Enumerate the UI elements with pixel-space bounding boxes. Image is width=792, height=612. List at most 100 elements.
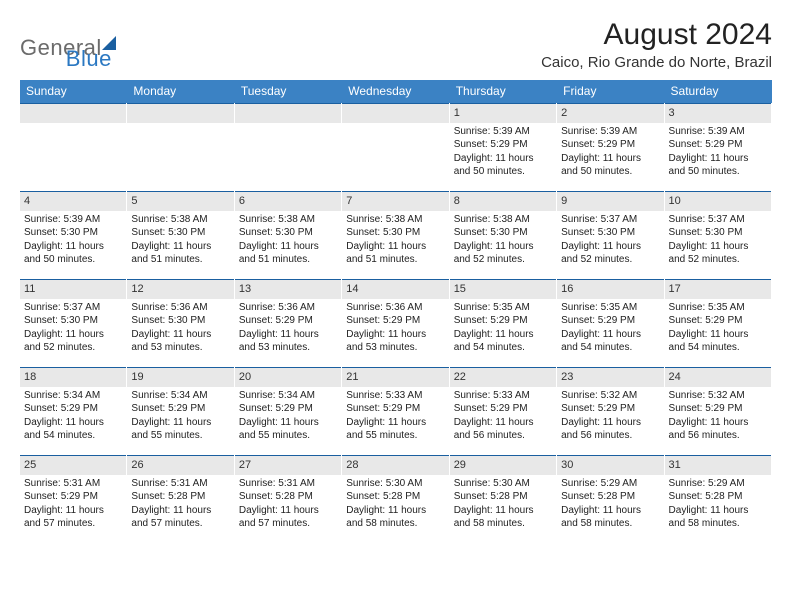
day-cell: 1Sunrise: 5:39 AMSunset: 5:29 PMDaylight… [450, 103, 557, 191]
day-detail-line: Sunrise: 5:33 AM [346, 389, 444, 403]
day-detail-line: Daylight: 11 hours and 58 minutes. [346, 504, 444, 531]
day-cell: 25Sunrise: 5:31 AMSunset: 5:29 PMDayligh… [20, 455, 127, 543]
day-detail-line: Daylight: 11 hours and 56 minutes. [669, 416, 767, 443]
day-detail-line: Daylight: 11 hours and 57 minutes. [24, 504, 122, 531]
day-detail-line: Daylight: 11 hours and 57 minutes. [131, 504, 229, 531]
day-detail-line: Daylight: 11 hours and 50 minutes. [454, 152, 552, 179]
day-number: 29 [450, 455, 556, 475]
day-detail-line: Sunset: 5:30 PM [131, 314, 229, 328]
day-detail-line: Daylight: 11 hours and 51 minutes. [239, 240, 337, 267]
day-number: 6 [235, 191, 341, 211]
day-detail-line: Daylight: 11 hours and 57 minutes. [239, 504, 337, 531]
day-cell: 24Sunrise: 5:32 AMSunset: 5:29 PMDayligh… [665, 367, 772, 455]
day-detail-line: Sunset: 5:28 PM [454, 490, 552, 504]
day-detail-line: Sunset: 5:29 PM [24, 490, 122, 504]
day-number: 5 [127, 191, 233, 211]
day-details: Sunrise: 5:38 AMSunset: 5:30 PMDaylight:… [235, 211, 341, 271]
day-detail-line: Sunset: 5:28 PM [669, 490, 767, 504]
day-detail-line: Sunrise: 5:36 AM [346, 301, 444, 315]
day-details: Sunrise: 5:34 AMSunset: 5:29 PMDaylight:… [235, 387, 341, 447]
location-text: Caico, Rio Grande do Norte, Brazil [541, 54, 772, 71]
day-details: Sunrise: 5:39 AMSunset: 5:29 PMDaylight:… [557, 123, 663, 183]
day-detail-line: Sunrise: 5:38 AM [346, 213, 444, 227]
day-number: 10 [665, 191, 771, 211]
day-detail-line: Sunrise: 5:30 AM [346, 477, 444, 491]
day-detail-line: Sunrise: 5:38 AM [454, 213, 552, 227]
day-detail-line: Sunrise: 5:33 AM [454, 389, 552, 403]
day-details: Sunrise: 5:37 AMSunset: 5:30 PMDaylight:… [557, 211, 663, 271]
day-cell: 9Sunrise: 5:37 AMSunset: 5:30 PMDaylight… [557, 191, 664, 279]
day-cell: 13Sunrise: 5:36 AMSunset: 5:29 PMDayligh… [235, 279, 342, 367]
day-details: Sunrise: 5:36 AMSunset: 5:30 PMDaylight:… [127, 299, 233, 359]
day-details [20, 123, 126, 129]
day-detail-line: Daylight: 11 hours and 50 minutes. [669, 152, 767, 179]
day-cell: 26Sunrise: 5:31 AMSunset: 5:28 PMDayligh… [127, 455, 234, 543]
day-detail-line: Sunset: 5:30 PM [131, 226, 229, 240]
day-details: Sunrise: 5:33 AMSunset: 5:29 PMDaylight:… [342, 387, 448, 447]
day-detail-line: Sunrise: 5:31 AM [239, 477, 337, 491]
day-detail-line: Sunrise: 5:35 AM [561, 301, 659, 315]
day-cell: 28Sunrise: 5:30 AMSunset: 5:28 PMDayligh… [342, 455, 449, 543]
week-row: ....1Sunrise: 5:39 AMSunset: 5:29 PMDayl… [20, 103, 772, 191]
day-details: Sunrise: 5:39 AMSunset: 5:29 PMDaylight:… [665, 123, 771, 183]
day-detail-line: Sunset: 5:29 PM [346, 402, 444, 416]
day-cell: 21Sunrise: 5:33 AMSunset: 5:29 PMDayligh… [342, 367, 449, 455]
day-cell: 8Sunrise: 5:38 AMSunset: 5:30 PMDaylight… [450, 191, 557, 279]
day-number: 14 [342, 279, 448, 299]
day-detail-line: Sunrise: 5:36 AM [131, 301, 229, 315]
day-cell: . [235, 103, 342, 191]
day-detail-line: Sunrise: 5:39 AM [561, 125, 659, 139]
brand-logo: General Blue [20, 24, 112, 72]
day-cell: 12Sunrise: 5:36 AMSunset: 5:30 PMDayligh… [127, 279, 234, 367]
day-cell: 29Sunrise: 5:30 AMSunset: 5:28 PMDayligh… [450, 455, 557, 543]
day-header-wed: Wednesday [342, 80, 449, 103]
day-detail-line: Sunset: 5:29 PM [454, 138, 552, 152]
day-number: 8 [450, 191, 556, 211]
day-number: 15 [450, 279, 556, 299]
week-row: 25Sunrise: 5:31 AMSunset: 5:29 PMDayligh… [20, 455, 772, 543]
week-row: 4Sunrise: 5:39 AMSunset: 5:30 PMDaylight… [20, 191, 772, 279]
day-number: 28 [342, 455, 448, 475]
day-detail-line: Sunrise: 5:37 AM [24, 301, 122, 315]
day-number: 2 [557, 103, 663, 123]
day-detail-line: Sunrise: 5:35 AM [669, 301, 767, 315]
day-details: Sunrise: 5:37 AMSunset: 5:30 PMDaylight:… [20, 299, 126, 359]
brand-word2: Blue [66, 46, 112, 72]
day-detail-line: Sunset: 5:29 PM [669, 314, 767, 328]
day-cell: 27Sunrise: 5:31 AMSunset: 5:28 PMDayligh… [235, 455, 342, 543]
day-header-mon: Monday [127, 80, 234, 103]
day-detail-line: Sunset: 5:29 PM [346, 314, 444, 328]
day-detail-line: Sunset: 5:29 PM [24, 402, 122, 416]
day-details [342, 123, 448, 129]
day-detail-line: Sunset: 5:28 PM [131, 490, 229, 504]
day-details: Sunrise: 5:35 AMSunset: 5:29 PMDaylight:… [557, 299, 663, 359]
day-number: 24 [665, 367, 771, 387]
day-cell: 14Sunrise: 5:36 AMSunset: 5:29 PMDayligh… [342, 279, 449, 367]
day-details: Sunrise: 5:39 AMSunset: 5:29 PMDaylight:… [450, 123, 556, 183]
day-cell: 18Sunrise: 5:34 AMSunset: 5:29 PMDayligh… [20, 367, 127, 455]
day-cell: 17Sunrise: 5:35 AMSunset: 5:29 PMDayligh… [665, 279, 772, 367]
day-cell: 20Sunrise: 5:34 AMSunset: 5:29 PMDayligh… [235, 367, 342, 455]
week-row: 11Sunrise: 5:37 AMSunset: 5:30 PMDayligh… [20, 279, 772, 367]
day-detail-line: Sunset: 5:29 PM [561, 314, 659, 328]
day-detail-line: Sunrise: 5:39 AM [454, 125, 552, 139]
day-number: 16 [557, 279, 663, 299]
day-number: 18 [20, 367, 126, 387]
month-title: August 2024 [541, 18, 772, 52]
day-cell: 22Sunrise: 5:33 AMSunset: 5:29 PMDayligh… [450, 367, 557, 455]
day-number: 1 [450, 103, 556, 123]
day-detail-line: Daylight: 11 hours and 52 minutes. [454, 240, 552, 267]
day-details: Sunrise: 5:31 AMSunset: 5:28 PMDaylight:… [127, 475, 233, 535]
day-header-tue: Tuesday [235, 80, 342, 103]
day-number: 19 [127, 367, 233, 387]
day-detail-line: Sunrise: 5:32 AM [561, 389, 659, 403]
day-cell: 23Sunrise: 5:32 AMSunset: 5:29 PMDayligh… [557, 367, 664, 455]
day-details: Sunrise: 5:38 AMSunset: 5:30 PMDaylight:… [342, 211, 448, 271]
day-details: Sunrise: 5:34 AMSunset: 5:29 PMDaylight:… [20, 387, 126, 447]
day-number: 17 [665, 279, 771, 299]
day-details: Sunrise: 5:35 AMSunset: 5:29 PMDaylight:… [665, 299, 771, 359]
day-cell: 31Sunrise: 5:29 AMSunset: 5:28 PMDayligh… [665, 455, 772, 543]
day-number: 12 [127, 279, 233, 299]
header-row: General Blue August 2024 Caico, Rio Gran… [20, 18, 772, 72]
day-number: 27 [235, 455, 341, 475]
